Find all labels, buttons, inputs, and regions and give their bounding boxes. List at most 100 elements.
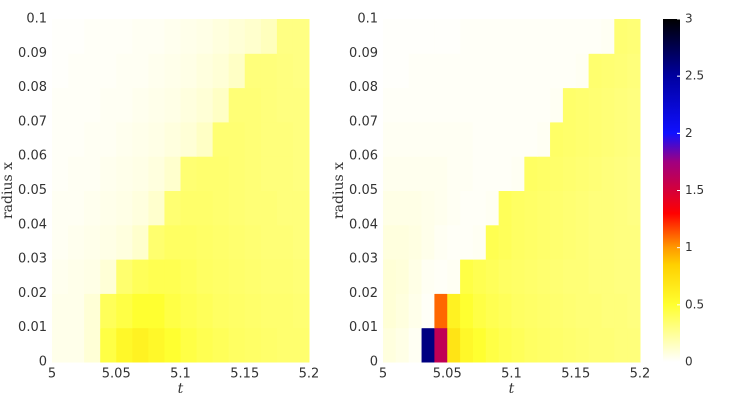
heatmap-cell — [498, 190, 512, 226]
heatmap-cell — [260, 87, 278, 123]
heatmap-cell — [132, 19, 149, 54]
heatmap-cell — [575, 19, 590, 54]
heatmap-cell — [180, 121, 198, 157]
heatmap-cell — [421, 19, 435, 54]
heatmap-cell — [550, 121, 564, 157]
heatmap-cell — [588, 224, 602, 260]
heatmap-cell — [601, 293, 615, 329]
heatmap-cell — [100, 121, 117, 157]
heatmap-cell — [132, 190, 149, 226]
heatmap-cell — [84, 327, 101, 363]
colorbar-gradient — [663, 19, 680, 362]
heatmap-cell — [276, 224, 294, 260]
heatmap-cell — [180, 259, 198, 294]
heatmap-cell — [498, 327, 512, 363]
heatmap-cell — [562, 19, 577, 54]
heatmap-cell — [408, 259, 423, 294]
heatmap-cell — [132, 87, 149, 123]
heatmap-cell — [485, 190, 500, 226]
heatmap-cell — [164, 53, 181, 89]
heatmap-cell — [116, 327, 133, 363]
heatmap-cell — [196, 121, 214, 157]
y-tick-label: 0.05 — [18, 183, 47, 198]
heatmap-cell — [588, 19, 602, 54]
y-tick-label: 0.09 — [18, 46, 47, 61]
heatmap-cell — [562, 156, 577, 191]
heatmap-cell — [472, 259, 487, 294]
x-tick-label: 5.2 — [299, 367, 320, 382]
heatmap-cell — [228, 156, 246, 191]
heatmap-cell — [212, 190, 230, 226]
y-tick-label: 0.07 — [349, 114, 378, 129]
heatmap-cell — [588, 259, 602, 294]
heatmap-cell — [212, 224, 230, 260]
heatmap-cell — [100, 53, 117, 89]
y-tick-label: 0.06 — [349, 149, 378, 164]
heatmap-cell — [383, 87, 397, 123]
y-tick-label: 0 — [39, 355, 47, 370]
heatmap-cell — [164, 87, 181, 123]
heatmap-cell — [460, 121, 474, 157]
y-axis-label: radius x — [0, 162, 16, 219]
heatmap-cell — [550, 327, 564, 363]
heatmap-cell — [148, 293, 165, 329]
heatmap-cell — [511, 53, 525, 89]
heatmap-cell — [588, 327, 602, 363]
heatmap-cell — [84, 190, 101, 226]
heatmap-cell — [498, 293, 512, 329]
heatmap-cell — [485, 224, 500, 260]
heatmap-cell — [52, 293, 69, 329]
heatmap-cell — [84, 53, 101, 89]
heatmap-cell — [562, 190, 577, 226]
heatmap-cell — [601, 190, 615, 226]
heatmap-cell — [196, 327, 214, 363]
heatmap-cell — [627, 293, 641, 329]
heatmap-cell — [260, 53, 278, 89]
heatmap-cell — [395, 19, 410, 54]
heatmap-cell — [447, 87, 461, 123]
heatmap-cell — [434, 121, 448, 157]
heatmap-cell — [180, 87, 198, 123]
heatmap-cell — [421, 293, 435, 329]
heatmap-cell — [537, 327, 551, 363]
heatmap-cell — [575, 259, 590, 294]
heatmap-cell — [164, 19, 181, 54]
heatmap-cell — [244, 53, 262, 89]
heatmap-cell — [524, 293, 538, 329]
heatmap-cell — [537, 19, 551, 54]
heatmap-cell — [52, 87, 69, 123]
heatmap-cell — [498, 259, 512, 294]
heatmap-cell — [52, 259, 69, 294]
heatmap-cell — [434, 224, 448, 260]
heatmap-cell — [614, 156, 628, 191]
heatmap-cell — [148, 190, 165, 226]
heatmap-cell — [601, 327, 615, 363]
heatmap-cell — [132, 53, 149, 89]
heatmap-cell — [614, 190, 628, 226]
heatmap-cell — [434, 259, 448, 294]
heatmap-cell — [447, 259, 461, 294]
heatmap-cell — [408, 121, 423, 157]
colorbar-tick-label: 2 — [685, 126, 693, 140]
heatmap-cell — [116, 87, 133, 123]
y-tick-label: 0.1 — [357, 12, 378, 27]
heatmap-cell — [472, 190, 487, 226]
heatmap-cell — [485, 121, 500, 157]
heatmap-cell — [460, 224, 474, 260]
heatmap-cell — [601, 224, 615, 260]
heatmap-cell — [562, 53, 577, 89]
heatmap-cell — [244, 19, 262, 54]
heatmap-cell — [260, 156, 278, 191]
x-tick-label: 5 — [48, 367, 56, 382]
heatmap-cell — [537, 259, 551, 294]
heatmap-cell — [164, 224, 181, 260]
heatmap-cell — [627, 190, 641, 226]
heatmap-cell — [485, 53, 500, 89]
heatmap-cell — [460, 53, 474, 89]
heatmap-cell — [292, 156, 310, 191]
heatmap-cell — [212, 293, 230, 329]
panel: 0 0.01 0.02 0.03 0.04 0.05 0.06 0.07 0.08 0.09 0.1… — [0, 12, 319, 398]
heatmap-cell — [614, 293, 628, 329]
heatmap-cell — [550, 259, 564, 294]
heatmap-cell — [100, 87, 117, 123]
